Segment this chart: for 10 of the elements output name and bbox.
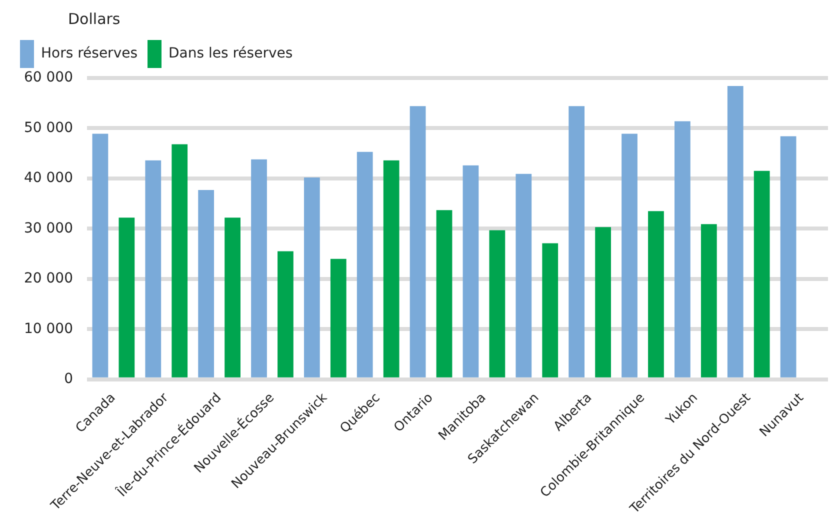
y-tick-label: 60 000 <box>24 70 73 86</box>
legend-label: Dans les réserves <box>168 46 293 62</box>
y-axis-title: Dollars <box>68 10 120 28</box>
y-tick-label: 0 <box>64 371 73 388</box>
y-tick-label: 10 000 <box>24 320 73 337</box>
y-tick-label: 20 000 <box>24 270 73 287</box>
y-tick-label: 30 000 <box>24 220 73 236</box>
y-tick-label: 50 000 <box>24 120 73 136</box>
y-tick-label: 40 000 <box>24 170 73 186</box>
legend-label: Hors réserves <box>41 46 138 62</box>
